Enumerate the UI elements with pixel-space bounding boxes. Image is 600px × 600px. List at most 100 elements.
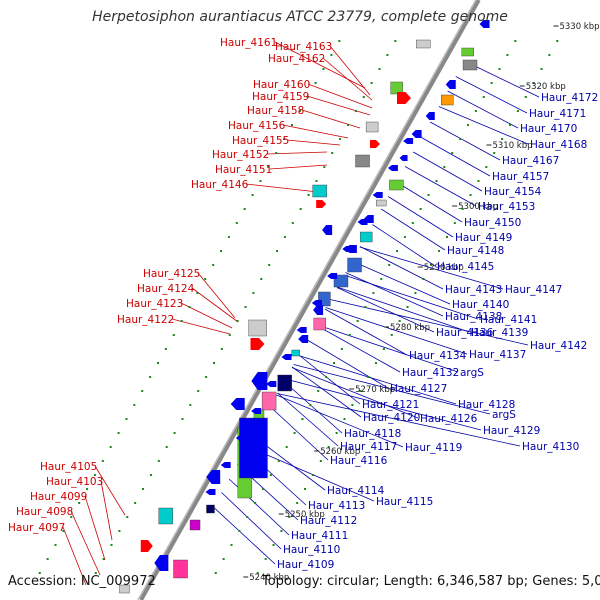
lane-dot [338, 40, 341, 42]
lane-dot [212, 264, 215, 266]
right-gene-label: Haur_4113 [308, 500, 365, 512]
lane-dot [230, 544, 233, 546]
right-gene-label: Haur_4121 [362, 399, 419, 411]
lane-dot [370, 82, 373, 84]
left-gene-label: Haur_4162 [268, 53, 325, 65]
lane-dot [254, 502, 257, 504]
left-gene-label: Haur_4125 [143, 268, 200, 280]
left-gene-labels: Haur_4161Haur_4163Haur_4162Haur_4160Haur… [8, 37, 332, 534]
left-gene-label: Haur_4159 [252, 91, 309, 103]
gene-block [359, 231, 373, 243]
gene-arrow [357, 219, 368, 225]
lane-dot [94, 572, 97, 574]
gene-features [119, 20, 490, 594]
right-gene-labels: Haur_4172 Haur_4171 Haur_4170 Haur_4168 Haur… [277, 92, 598, 571]
leader-line [245, 183, 319, 193]
gene-arrow [251, 372, 268, 390]
lane-dot [304, 488, 307, 490]
left-gene-label: Haur_4122 [117, 314, 174, 326]
lane-dot [228, 334, 231, 336]
lane-dot [288, 516, 291, 518]
gene-block [312, 184, 327, 198]
gene-block [333, 274, 349, 288]
gene-block [158, 507, 173, 525]
lane-dot [382, 348, 385, 350]
lane-dot [283, 236, 286, 238]
lane-dot [340, 348, 343, 350]
lane-dot [291, 222, 294, 224]
leader-line [455, 76, 528, 114]
lane-dot [283, 138, 286, 140]
gene-arrow [266, 381, 277, 387]
gene-block [376, 199, 387, 207]
leader-line [343, 274, 479, 320]
gene-block [355, 154, 370, 168]
leader-line [274, 41, 366, 89]
gene-arrow [322, 225, 333, 235]
lane-dot [238, 530, 241, 532]
lane-dot [514, 40, 517, 42]
gene-arrow [369, 140, 380, 148]
gene-arrow [206, 470, 221, 484]
gene-block [461, 47, 474, 57]
lane-dot [362, 96, 365, 98]
lane-dot [38, 572, 41, 574]
lane-dot [142, 488, 145, 490]
lane-dot [438, 250, 441, 252]
right-gene-label: Haur_4128 [458, 399, 515, 411]
leader-line [247, 446, 375, 502]
left-gene-label: Haur_4151 [215, 164, 272, 176]
leader-line [330, 299, 529, 346]
leader-line [359, 246, 444, 290]
lane-dot [268, 264, 271, 266]
leader-line [307, 83, 373, 109]
lane-dot [466, 124, 469, 126]
lane-dot [339, 138, 342, 140]
lane-dot [276, 250, 279, 252]
lane-dot [244, 306, 247, 308]
left-gene-label: Haur_4156 [228, 120, 286, 132]
lane-dot [317, 390, 320, 392]
lane-dot [422, 278, 425, 280]
right-gene-label: Haur_4130 [522, 441, 579, 453]
genome-backbone [137, 0, 481, 600]
lane-dot [378, 68, 381, 70]
gene-arrow [397, 92, 412, 104]
lane-dot [367, 376, 370, 378]
lane-dot [285, 446, 288, 448]
scale-tick-label: 5280 kbp [390, 323, 430, 333]
lane-dot [256, 572, 259, 574]
lane-dot [390, 334, 393, 336]
lane-dot [351, 404, 354, 406]
right-gene-label: Haur_4109 [277, 559, 334, 571]
lane-dot [459, 138, 462, 140]
lane-dot [516, 110, 519, 112]
left-gene-label: Haur_4146 [191, 179, 249, 191]
lane-dot [406, 306, 409, 308]
lane-dot [306, 96, 309, 98]
map-title: Herpetosiphon aurantiacus ATCC 23779, co… [92, 9, 508, 25]
right-gene-label: Haur_4138 [445, 311, 502, 323]
gene-block [189, 519, 201, 531]
right-gene-label: Haur_4114 [327, 485, 385, 497]
gene-arrow [251, 408, 262, 414]
leader-line [329, 45, 371, 96]
gene-block [389, 179, 404, 191]
right-gene-label: argS [492, 409, 516, 421]
left-gene-label: Haur_4123 [126, 298, 183, 310]
right-gene-label: Haur_4134 [409, 350, 467, 362]
lane-dot [205, 376, 208, 378]
lane-dot [235, 222, 238, 224]
gene-arrow [327, 273, 338, 279]
lane-dot [445, 236, 448, 238]
lane-dot [398, 320, 401, 322]
leader-line [306, 95, 371, 116]
right-gene-label: Haur_4116 [330, 455, 388, 467]
lane-dot [335, 432, 338, 434]
lane-dot [469, 194, 472, 196]
right-gene-label: Haur_4129 [483, 425, 540, 437]
right-gene-label: Haur_4148 [447, 245, 504, 257]
lane-dot [196, 292, 199, 294]
lane-dot [70, 516, 73, 518]
lane-dot [188, 306, 191, 308]
